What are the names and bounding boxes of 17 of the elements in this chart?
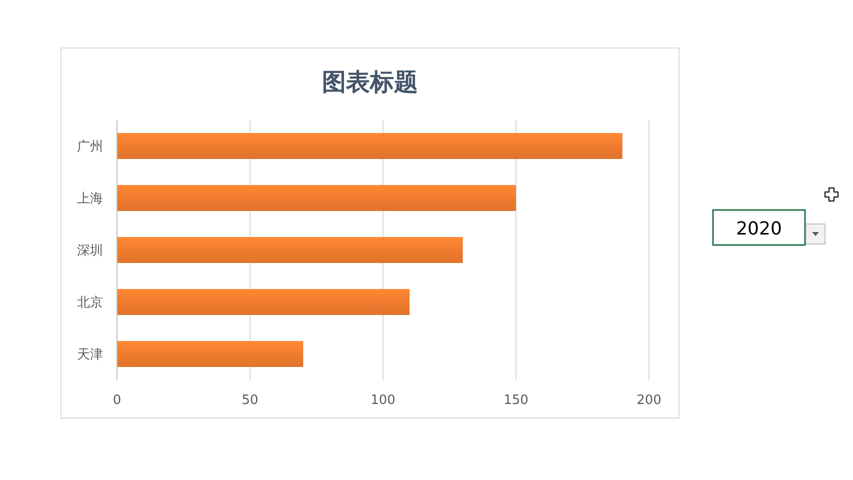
chart-title: 图表标题: [322, 68, 418, 96]
bar: [117, 341, 304, 367]
x-tick-label: 50: [242, 393, 258, 408]
bar: [117, 133, 622, 159]
bar: [117, 289, 410, 315]
x-tick-label: 200: [636, 393, 662, 408]
text: 2020: [736, 218, 782, 240]
y-tick-label: 北京: [77, 296, 103, 311]
x-tick-label: 100: [370, 393, 396, 408]
y-tick-label: 天津: [77, 348, 103, 363]
y-tick-label: 广州: [77, 140, 103, 155]
x-tick-label: 150: [504, 393, 528, 408]
y-tick-label: 深圳: [77, 244, 103, 259]
bar: [117, 237, 463, 263]
x-tick-label: 0: [112, 393, 122, 408]
y-tick-label: 上海: [77, 192, 103, 207]
bar: [117, 185, 516, 211]
